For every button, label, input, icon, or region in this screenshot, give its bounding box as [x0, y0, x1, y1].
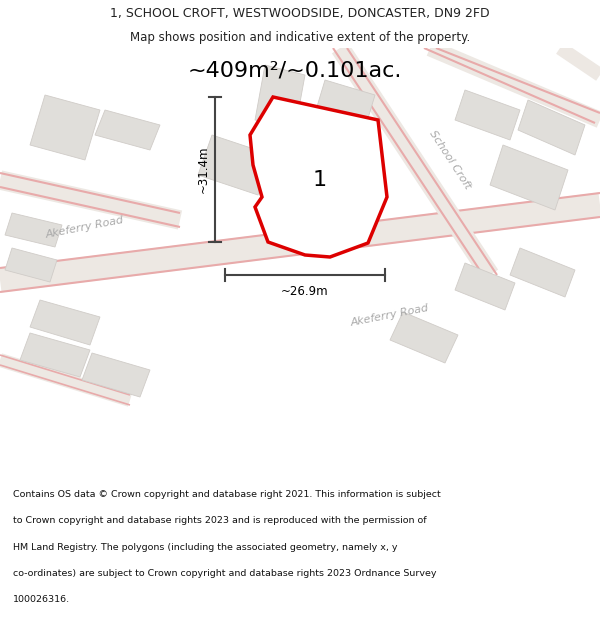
Text: ~31.4m: ~31.4m: [197, 146, 210, 193]
Polygon shape: [455, 90, 520, 140]
Text: Map shows position and indicative extent of the property.: Map shows position and indicative extent…: [130, 31, 470, 44]
Text: 1: 1: [313, 170, 327, 190]
Text: 100026316.: 100026316.: [13, 595, 70, 604]
Polygon shape: [255, 65, 305, 130]
Polygon shape: [490, 145, 568, 210]
Text: ~409m²/~0.101ac.: ~409m²/~0.101ac.: [188, 60, 402, 80]
Text: Akeferry Road: Akeferry Road: [45, 214, 125, 239]
Polygon shape: [198, 135, 272, 195]
Polygon shape: [455, 263, 515, 310]
Polygon shape: [5, 248, 57, 282]
Polygon shape: [258, 97, 325, 157]
Polygon shape: [5, 213, 62, 247]
Text: Akeferry Road: Akeferry Road: [350, 302, 430, 328]
Text: School Croft: School Croft: [427, 129, 473, 191]
Polygon shape: [20, 333, 90, 377]
Text: ~26.9m: ~26.9m: [281, 285, 329, 298]
Polygon shape: [82, 353, 150, 397]
Polygon shape: [510, 248, 575, 297]
Polygon shape: [390, 312, 458, 363]
Text: to Crown copyright and database rights 2023 and is reproduced with the permissio: to Crown copyright and database rights 2…: [13, 516, 427, 525]
Polygon shape: [30, 300, 100, 345]
Polygon shape: [250, 97, 387, 257]
Text: HM Land Registry. The polygons (including the associated geometry, namely x, y: HM Land Registry. The polygons (includin…: [13, 542, 398, 551]
Text: 1, SCHOOL CROFT, WESTWOODSIDE, DONCASTER, DN9 2FD: 1, SCHOOL CROFT, WESTWOODSIDE, DONCASTER…: [110, 7, 490, 20]
Polygon shape: [95, 110, 160, 150]
Text: Contains OS data © Crown copyright and database right 2021. This information is : Contains OS data © Crown copyright and d…: [13, 490, 441, 499]
Text: co-ordinates) are subject to Crown copyright and database rights 2023 Ordnance S: co-ordinates) are subject to Crown copyr…: [13, 569, 437, 578]
Polygon shape: [518, 100, 585, 155]
Polygon shape: [310, 80, 375, 145]
Polygon shape: [30, 95, 100, 160]
